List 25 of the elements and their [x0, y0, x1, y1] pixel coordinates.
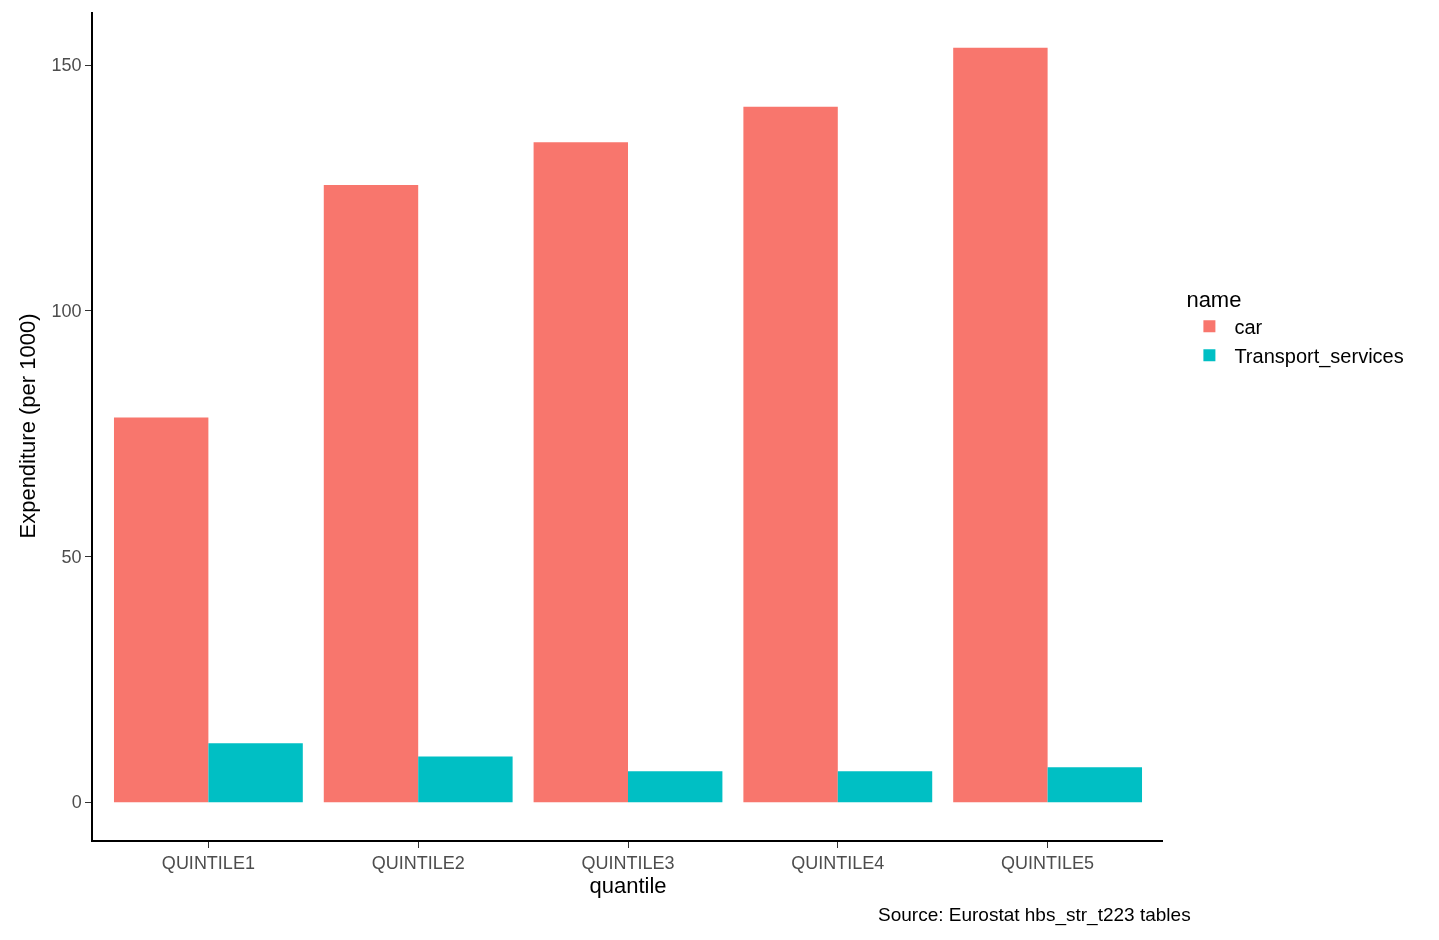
y-tick-label: 50 [61, 546, 82, 567]
legend-label: car [1234, 316, 1263, 339]
y-tick-label: 100 [51, 301, 82, 322]
x-tick-label: QUINTILE3 [581, 853, 675, 874]
source-note: Source: Eurostat hbs_str_t223 tables [878, 904, 1191, 926]
bar [533, 142, 628, 803]
x-tick-label: QUINTILE1 [161, 853, 255, 874]
y-tick-label: 0 [71, 792, 82, 813]
y-axis-title: Expenditure (per 1000) [14, 313, 40, 539]
x-tick-label: QUINTILE5 [1001, 853, 1095, 874]
bar [837, 771, 933, 803]
x-tick-label: QUINTILE2 [371, 853, 465, 874]
bar [208, 743, 303, 803]
bar [743, 106, 838, 803]
legend-title: name [1186, 286, 1242, 312]
bar [953, 47, 1048, 803]
bar [113, 417, 209, 803]
x-tick-label: QUINTILE4 [791, 853, 885, 874]
legend-label: Transport_services [1234, 345, 1404, 369]
bar [1047, 767, 1143, 803]
bar [323, 184, 419, 803]
y-tick-label: 150 [51, 55, 82, 76]
bar [418, 756, 513, 803]
x-axis-title: quantile [589, 873, 667, 899]
bar [628, 771, 723, 803]
